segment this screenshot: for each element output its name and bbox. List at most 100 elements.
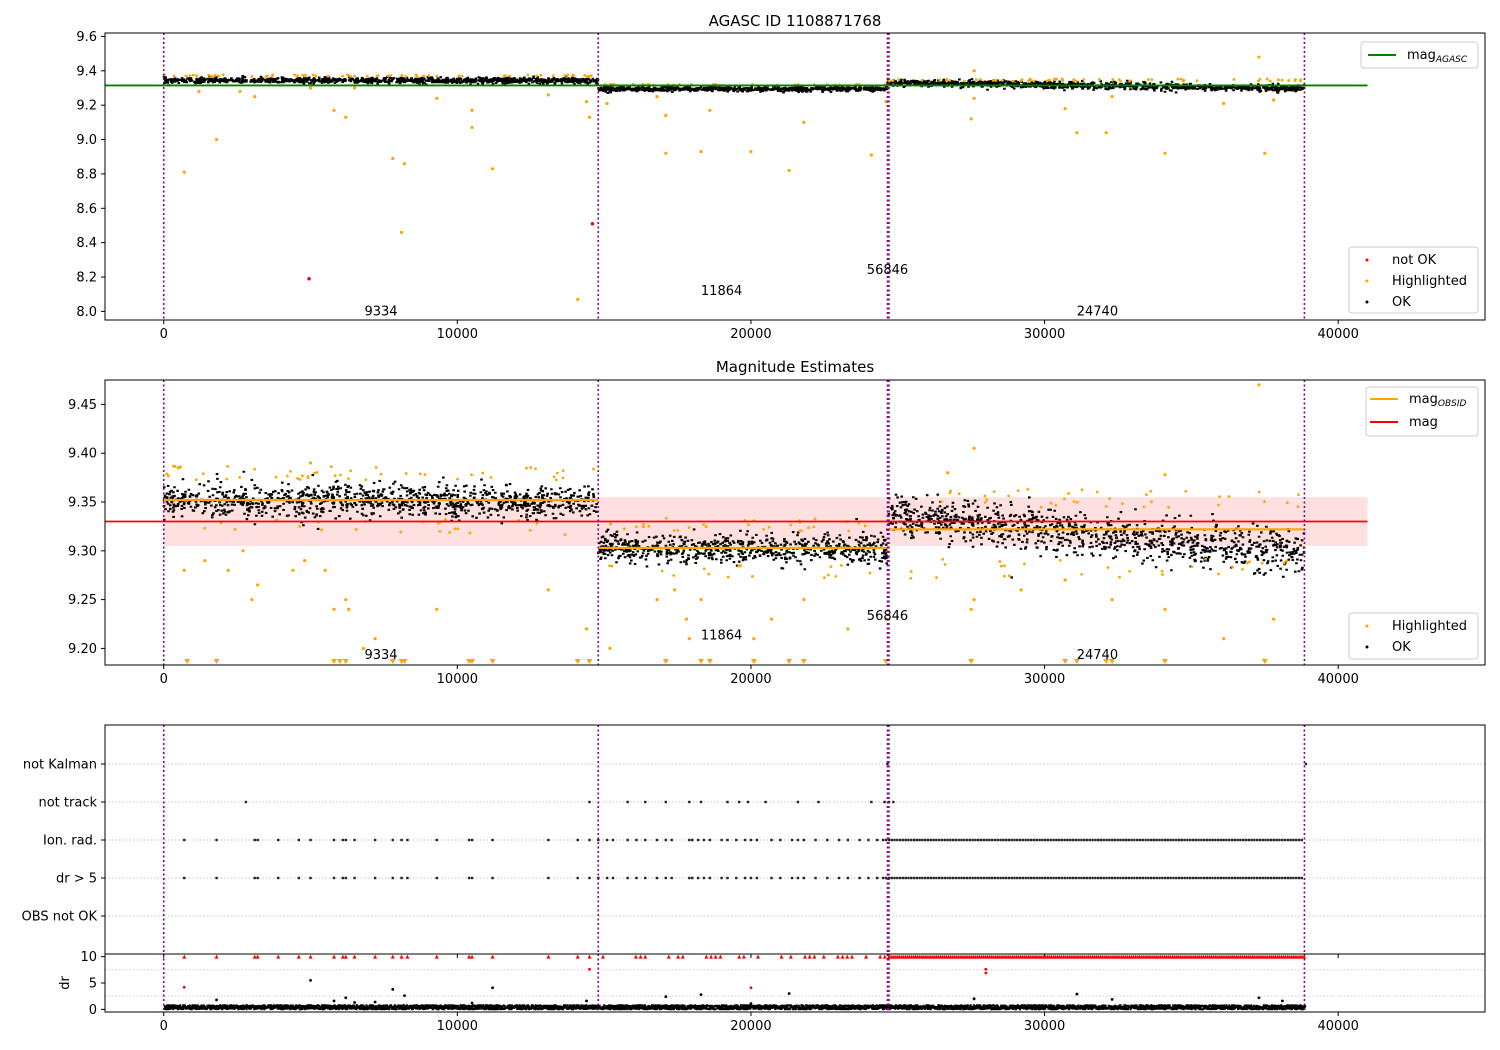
highlighted-point: [726, 575, 730, 579]
flag-event: [1035, 838, 1038, 842]
flag-event: [1197, 876, 1200, 880]
highlighted-point: [767, 525, 771, 529]
flag-event: [1155, 838, 1158, 842]
highlighted-point: [699, 598, 703, 602]
flag-event: [253, 838, 256, 842]
flag-event: [1010, 838, 1013, 842]
flag-event: [708, 838, 712, 842]
highlighted-point: [647, 524, 651, 528]
highlighted-point: [687, 526, 691, 529]
flag-event: [890, 876, 893, 880]
legend-mag-obsid: magOBSID: [1409, 392, 1467, 409]
flag-event: [400, 876, 403, 880]
flag-event: [1136, 838, 1139, 842]
dr-capped-marker: [666, 954, 671, 959]
highlighted-point: [762, 527, 765, 531]
highlighted-point: [423, 473, 427, 476]
flag-event: [1013, 838, 1016, 842]
flag-event: [1007, 876, 1011, 880]
flag-event: [1035, 876, 1038, 880]
highlighted-point: [313, 471, 316, 475]
flag-event: [1096, 876, 1100, 880]
highlighted-point: [289, 470, 292, 473]
flag-event: [1018, 876, 1022, 880]
y-tick-label: 9.6: [76, 30, 97, 45]
flag-event: [215, 838, 218, 842]
highlighted-point: [943, 563, 947, 566]
y-tick-label: 9.0: [76, 133, 97, 148]
dr-outlier: [585, 999, 588, 1003]
highlighted-point: [285, 474, 289, 478]
flag-event: [1183, 876, 1186, 880]
highlighted-point: [1039, 505, 1043, 509]
flag-event: [1030, 876, 1033, 880]
highlighted-point: [456, 527, 460, 531]
highlighted-point: [535, 74, 538, 78]
flag-event: [892, 800, 895, 804]
highlighted-point: [1167, 505, 1170, 509]
flag-event: [467, 838, 471, 842]
highlighted-point: [1204, 557, 1207, 561]
flag-event: [826, 838, 829, 842]
flag-event: [1074, 876, 1078, 880]
flag-event: [400, 838, 403, 842]
panel-dr-ylabel: dr: [58, 976, 73, 990]
flag-event: [1250, 838, 1253, 842]
flag-event: [183, 876, 186, 880]
flag-event: [910, 876, 913, 880]
x-tick-label: 20000: [730, 1019, 771, 1034]
flag-event: [1236, 838, 1239, 842]
highlighted-point: [1045, 79, 1049, 83]
flag-event: [244, 800, 248, 804]
highlighted-point: [182, 170, 186, 174]
flag-event: [332, 838, 336, 842]
panel-agasc-legend-lower: not OK Highlighted OK: [1348, 246, 1479, 314]
highlighted-point: [1268, 79, 1272, 83]
flag-event: [1272, 876, 1276, 880]
flag-event: [1052, 876, 1055, 880]
flag-event: [1233, 838, 1237, 842]
flag-event: [1208, 838, 1211, 842]
flag-event: [918, 838, 921, 842]
highlighted-point: [1217, 503, 1220, 507]
flag-event: [1211, 876, 1214, 880]
flag-event: [1222, 876, 1225, 880]
highlighted-point: [1007, 574, 1011, 578]
flag-event: [907, 838, 910, 842]
flag-event: [1283, 876, 1287, 880]
dr-capped-marker: [255, 954, 260, 959]
flag-event: [996, 838, 999, 842]
highlighted-point: [655, 598, 659, 602]
highlighted-point: [346, 73, 349, 77]
flag-event: [491, 838, 494, 842]
highlighted-point: [807, 526, 810, 530]
highlighted-point: [863, 524, 867, 528]
flag-event: [699, 800, 703, 804]
highlighted-point: [546, 93, 550, 97]
highlighted-point: [404, 75, 408, 78]
flag-event: [1200, 876, 1203, 880]
flag-event: [1250, 876, 1253, 880]
highlighted-point: [1110, 94, 1114, 99]
y-tick-label: 5: [89, 977, 97, 992]
dr-capped-marker: [756, 954, 761, 959]
flag-event: [1177, 876, 1181, 880]
highlighted-point: [935, 576, 938, 580]
flag-event: [1186, 838, 1189, 842]
flag-event: [1119, 876, 1122, 880]
flag-event: [1261, 838, 1264, 842]
highlighted-point: [165, 472, 169, 476]
dr-outlier: [403, 994, 406, 998]
flag-event: [1163, 876, 1167, 880]
dr-capped-marker: [680, 954, 685, 959]
highlighted-point: [584, 100, 589, 104]
panel-flags-plot-area: [105, 725, 1485, 954]
flag-event: [605, 876, 609, 880]
flag-event: [1272, 838, 1276, 842]
highlighted-point: [214, 137, 219, 142]
highlighted-point: [311, 73, 315, 77]
x-tick-label: 30000: [1024, 327, 1065, 342]
dr-capped-marker: [405, 954, 410, 959]
highlighted-point: [233, 528, 237, 531]
flag-event: [726, 876, 729, 880]
